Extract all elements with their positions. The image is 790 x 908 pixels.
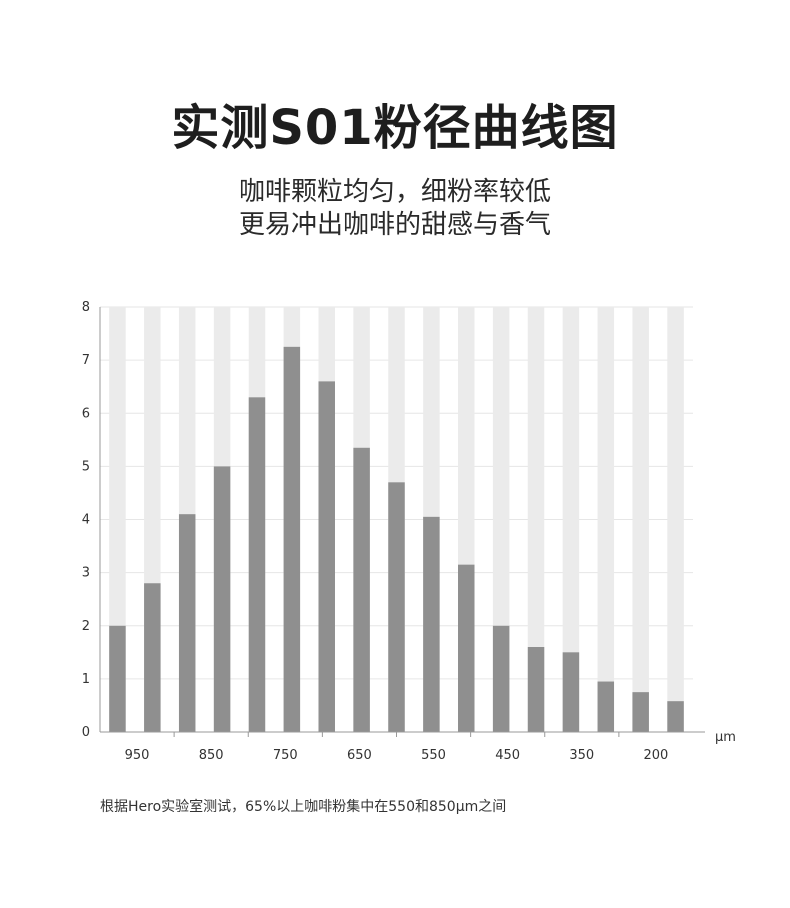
- bar-background: [527, 307, 545, 732]
- bar: [248, 397, 266, 732]
- x-tick-label: 750: [273, 748, 298, 763]
- x-tick-label: 650: [347, 748, 372, 763]
- y-tick-label: 3: [82, 566, 90, 581]
- bar-background: [562, 307, 580, 732]
- bar: [144, 583, 161, 732]
- y-tick-label: 1: [82, 672, 90, 687]
- bar: [492, 625, 510, 732]
- bar: [562, 652, 580, 732]
- y-tick-label: 4: [82, 513, 90, 528]
- bar: [283, 346, 301, 732]
- chart-svg: 0 1 2 3 4 5 6 7 8 950 850 750 650 550 450 350 200 μm: [82, 300, 736, 763]
- bar: [318, 381, 335, 732]
- subtitle-line-1: 咖啡颗粒均匀，细粉率较低: [238, 177, 551, 207]
- x-tick-label: 350: [569, 748, 594, 763]
- footnote: 根据Hero实验室测试，65%以上咖啡粉集中在550和850μm之间: [100, 799, 507, 815]
- bar: [667, 701, 684, 732]
- particle-size-chart: 0 1 2 3 4 5 6 7 8 950 850 750 650 550 450 350 200 μm: [0, 290, 790, 770]
- x-tick-label: 200: [644, 748, 669, 763]
- y-tick-label: 8: [82, 300, 90, 315]
- x-unit-label: μm: [715, 730, 736, 745]
- bar: [527, 647, 545, 732]
- bar: [458, 564, 475, 732]
- page-title: 实测S01粉径曲线图: [171, 100, 619, 156]
- bar: [388, 482, 405, 732]
- x-tick-label: 450: [495, 748, 520, 763]
- y-tick-label: 6: [82, 406, 90, 421]
- bar-background: [597, 307, 615, 732]
- x-tick-label: 850: [199, 748, 224, 763]
- y-tick-label: 7: [82, 353, 90, 368]
- bar-background: [632, 307, 649, 732]
- y-tick-label: 0: [82, 725, 90, 740]
- y-tick-label: 2: [82, 619, 90, 634]
- subtitle-line-2: 更易冲出咖啡的甜感与香气: [238, 210, 551, 240]
- y-tick-label: 5: [82, 459, 90, 474]
- bar: [109, 625, 126, 732]
- bar: [353, 447, 370, 732]
- bar: [213, 466, 231, 732]
- x-tick-label: 550: [421, 748, 446, 763]
- x-tick-label: 950: [125, 748, 150, 763]
- bar: [632, 692, 649, 732]
- bar: [597, 681, 615, 732]
- bar: [178, 514, 196, 732]
- bar-background: [667, 307, 684, 732]
- bar: [423, 516, 440, 732]
